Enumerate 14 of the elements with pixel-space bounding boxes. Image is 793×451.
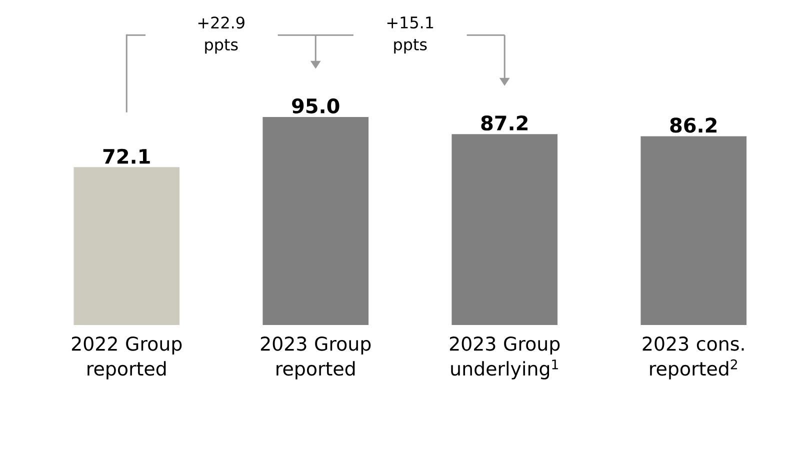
- x-tick-label: 2022 Group reported: [72, 336, 182, 380]
- data-label: 95.0: [292, 98, 340, 114]
- text: +22.9 ppts: [198, 16, 244, 54]
- x-tick-label: 2023 Group reported: [260, 336, 371, 380]
- bar: [640, 136, 747, 325]
- x-tick-label: 2023 Group underlying$^{1}$: [450, 336, 560, 380]
- data-label: 72.1: [103, 148, 150, 164]
- bar: [74, 167, 180, 325]
- data-label: 87.2: [481, 115, 528, 131]
- data-label: 86.2: [670, 118, 716, 133]
- bar: [262, 116, 369, 325]
- text: +15.1 ppts: [387, 16, 434, 54]
- x-tick-label: 2023 cons. reported$^{2}$: [642, 336, 744, 380]
- bar: [452, 134, 558, 325]
